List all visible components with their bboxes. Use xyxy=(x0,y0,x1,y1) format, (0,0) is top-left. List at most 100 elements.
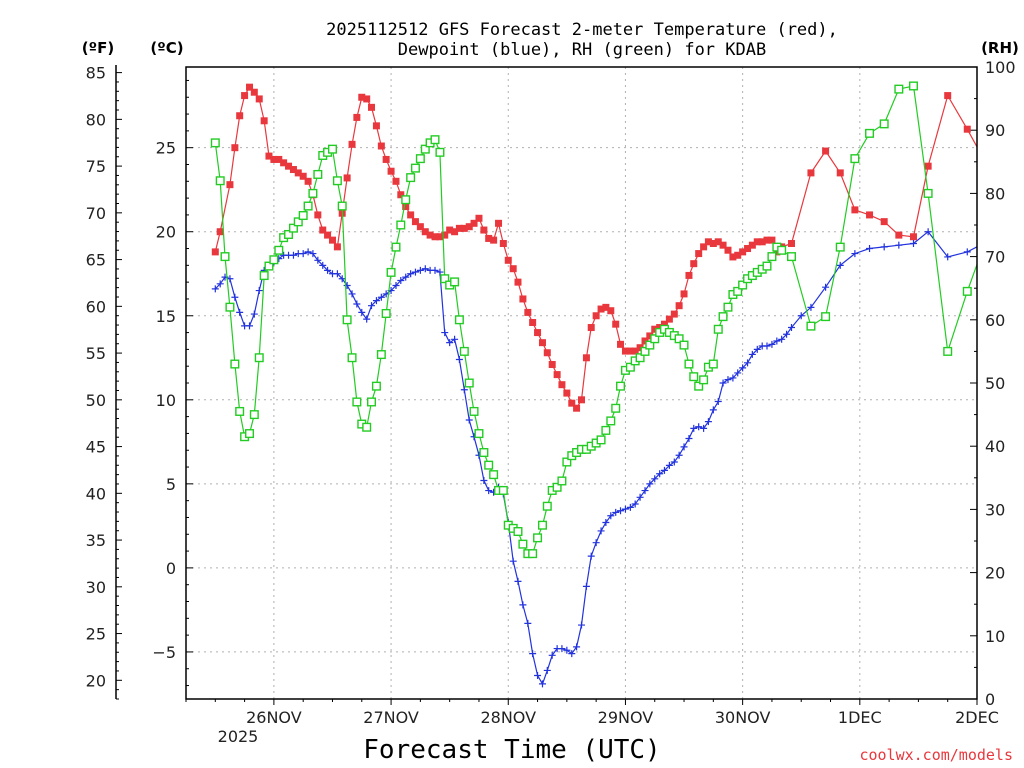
temperature-point xyxy=(822,147,830,155)
temperature-point xyxy=(534,329,542,337)
rh-point xyxy=(269,255,279,265)
dewpoint-point xyxy=(685,434,693,442)
temperature-point xyxy=(460,224,468,232)
fahrenheit-tick-label: 55 xyxy=(86,344,106,363)
dewpoint-point xyxy=(250,310,258,318)
temperature-point xyxy=(924,162,932,170)
fahrenheit-tick-label: 40 xyxy=(86,484,106,503)
temperature-point xyxy=(294,169,302,177)
rh-point xyxy=(767,252,777,262)
rh-point xyxy=(235,406,245,416)
rh-point xyxy=(259,271,269,281)
temperature-point xyxy=(358,93,366,101)
temperature-point xyxy=(626,347,634,355)
fahrenheit-unit-label: (ºF) xyxy=(82,39,114,57)
dewpoint-point xyxy=(651,475,659,483)
dewpoint-point xyxy=(524,619,532,627)
rh-tick-label: 10 xyxy=(985,627,1005,646)
temperature-point xyxy=(431,233,439,241)
temperature-point xyxy=(543,349,551,357)
temperature-point xyxy=(324,231,332,239)
celsius-tick-label: 10 xyxy=(156,391,176,410)
rh-point xyxy=(430,135,440,145)
fahrenheit-tick-label: 80 xyxy=(86,110,106,129)
rh-point xyxy=(435,147,445,157)
rh-point xyxy=(679,340,689,350)
dewpoint-point xyxy=(216,280,224,288)
temperature-point xyxy=(353,113,361,121)
x-year-label: 2025 xyxy=(218,727,259,746)
dewpoint-point xyxy=(363,315,371,323)
axes: 26NOV27NOV28NOV29NOV30NOV1DEC2DEC3DEC−50… xyxy=(86,58,1016,727)
dewpoint-point xyxy=(465,416,473,424)
rh-point xyxy=(611,403,621,413)
temperature-point xyxy=(753,238,761,246)
temperature-point xyxy=(773,248,781,256)
dewpoint-point xyxy=(534,671,542,679)
dewpoint-point xyxy=(1013,238,1020,245)
temperature-point xyxy=(744,245,752,253)
temperature-point xyxy=(519,295,527,303)
temperature-point xyxy=(631,347,639,355)
dewpoint-point xyxy=(573,643,581,651)
rh-point xyxy=(479,448,489,458)
dewpoint-point xyxy=(704,418,712,426)
temperature-point xyxy=(714,238,722,246)
dewpoint-point xyxy=(397,276,405,284)
rh-point xyxy=(362,422,372,432)
dewpoint-point xyxy=(851,250,859,258)
temperature-point xyxy=(690,260,698,268)
dewpoint-point xyxy=(636,493,644,501)
rh-point xyxy=(376,350,386,360)
temperature-point xyxy=(617,340,625,348)
rh-point xyxy=(762,261,772,271)
dewpoint-point xyxy=(748,350,756,358)
rh-point xyxy=(469,406,479,416)
temperature-point xyxy=(499,239,507,247)
temperature-point xyxy=(470,219,478,227)
rh-point xyxy=(464,378,474,388)
temperature-point xyxy=(529,318,537,326)
rh-point xyxy=(386,267,396,277)
dewpoint-point xyxy=(358,308,366,316)
series-dewpoint xyxy=(211,228,1020,688)
dewpoint-point xyxy=(607,512,615,520)
temperature-point xyxy=(582,354,590,362)
x-tick-label: 1DEC xyxy=(838,708,882,727)
temperature-point xyxy=(241,92,249,100)
temperature-point xyxy=(211,248,219,256)
dewpoint-point xyxy=(734,369,742,377)
temperature-point xyxy=(426,231,434,239)
temperature-point xyxy=(402,203,410,211)
temperature-point xyxy=(289,166,297,174)
temperature-point xyxy=(836,169,844,177)
rh-point xyxy=(401,195,411,205)
dewpoint-point xyxy=(626,503,634,511)
dewpoint-line xyxy=(214,230,977,686)
celsius-tick-label: 25 xyxy=(156,139,176,158)
dewpoint-point xyxy=(578,621,585,629)
dewpoint-point xyxy=(778,335,786,343)
dewpoint-point xyxy=(289,251,297,259)
temperature-point xyxy=(490,236,498,244)
dewpoint-point xyxy=(455,355,463,363)
temperature-point xyxy=(216,228,224,236)
rh-point xyxy=(1012,123,1020,131)
temperature-point xyxy=(656,324,664,332)
temperature-point xyxy=(636,344,644,352)
dewpoint-point xyxy=(446,339,454,347)
rh-point xyxy=(596,435,606,445)
fahrenheit-tick-label: 60 xyxy=(86,297,106,316)
temperature-point xyxy=(592,312,600,320)
dewpoint-point xyxy=(563,646,571,654)
temperature-point xyxy=(675,302,683,310)
rh-point xyxy=(337,201,347,211)
rh-point xyxy=(998,149,1006,157)
temperature-point xyxy=(280,159,288,167)
rh-point xyxy=(713,324,723,334)
dewpoint-point xyxy=(246,322,254,330)
dewpoint-point xyxy=(646,480,654,488)
temperature-point xyxy=(514,278,522,286)
rh-point xyxy=(684,359,694,369)
rh-point xyxy=(367,397,377,407)
